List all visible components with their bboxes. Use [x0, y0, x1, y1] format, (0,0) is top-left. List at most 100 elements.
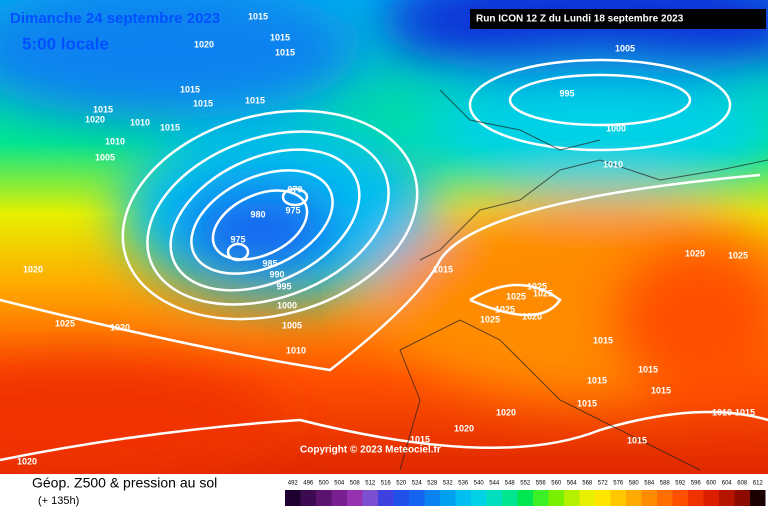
- legend-swatch: [517, 490, 533, 506]
- legend-label: 568: [582, 481, 593, 487]
- isobar-label: 1015: [275, 47, 295, 57]
- legend-label: 572: [598, 481, 609, 487]
- legend-swatch: [378, 490, 394, 506]
- legend-label: 604: [722, 481, 733, 487]
- legend-label: 612: [753, 481, 764, 487]
- legend-label: 532: [443, 481, 454, 487]
- legend-swatch: [502, 490, 518, 506]
- legend-label: 556: [536, 481, 547, 487]
- run: Run ICON 12 Z du Lundi 18 septembre 2023: [476, 14, 684, 25]
- legend-label: 564: [567, 481, 578, 487]
- legend-label: 576: [613, 481, 624, 487]
- legend-swatch: [362, 490, 378, 506]
- legend-label: 548: [505, 481, 516, 487]
- isobar-label: 1020: [17, 456, 37, 466]
- legend-label: 552: [520, 481, 531, 487]
- isobar-label: 1025: [506, 291, 526, 301]
- isobar-label: 1025: [480, 314, 500, 324]
- isobar-label: 1015: [593, 335, 613, 345]
- legend-swatch: [300, 490, 316, 506]
- isobar-label: 1020: [23, 264, 43, 274]
- legend-swatch: [595, 490, 611, 506]
- copyright: Copyright © 2023 Meteociel.fr: [300, 445, 441, 456]
- isobar-label: 995: [276, 281, 291, 291]
- isobar-label: 1020: [85, 114, 105, 124]
- isobar-label: 1020: [110, 322, 130, 332]
- legend-swatch: [672, 490, 688, 506]
- date: Dimanche 24 septembre 2023: [10, 10, 220, 27]
- legend-label: 544: [489, 481, 500, 487]
- isobar-label: 1015: [638, 364, 658, 374]
- isobar-label: 1015: [245, 95, 265, 105]
- isobar-label: 1010: [712, 407, 732, 417]
- isobar-label: 1010: [130, 117, 150, 127]
- legend-swatch: [440, 490, 456, 506]
- legend-swatch: [734, 490, 750, 506]
- isobar-label: 970: [287, 184, 302, 194]
- isobar-label: 1010: [105, 136, 125, 146]
- isobar-label: 1005: [95, 152, 115, 162]
- legend-swatch: [393, 490, 409, 506]
- legend-label: 608: [737, 481, 748, 487]
- isobar-label: 1015: [410, 434, 430, 444]
- legend-label: 540: [474, 481, 485, 487]
- isobar-label: 1015: [651, 385, 671, 395]
- legend-swatch: [316, 490, 332, 506]
- legend-swatch: [703, 490, 719, 506]
- field: [0, 0, 768, 480]
- legend-label: 580: [629, 481, 640, 487]
- legend-swatch: [579, 490, 595, 506]
- isobar-label: 995: [559, 88, 574, 98]
- isobar-label: 1005: [615, 43, 635, 53]
- legend-label: 516: [381, 481, 392, 487]
- legend-swatch: [533, 490, 549, 506]
- isobar-label: 1015: [160, 122, 180, 132]
- legend-label: 520: [396, 481, 407, 487]
- legend-label: 504: [334, 481, 345, 487]
- legend-swatch: [657, 490, 673, 506]
- isobar-label: 1020: [522, 311, 542, 321]
- legend-label: 600: [706, 481, 717, 487]
- legend-label: 508: [350, 481, 361, 487]
- legend: 492 496 500 504 508 512 516 520 524 528 532 536 540 5…: [285, 481, 766, 506]
- legend-swatch: [409, 490, 425, 506]
- run-box: [470, 9, 766, 29]
- isobar-label: 975: [285, 205, 300, 215]
- isobar-label: 1015: [93, 104, 113, 114]
- isobar-label: 1015: [587, 375, 607, 385]
- legend-swatch: [285, 490, 301, 506]
- legend-swatch: [688, 490, 704, 506]
- legend-swatch: [471, 490, 487, 506]
- legend-swatch: [331, 490, 347, 506]
- legend-label: 584: [644, 481, 655, 487]
- isobar-label: 990: [269, 269, 284, 279]
- legend-swatch: [564, 490, 580, 506]
- isobar-label: 1010: [603, 159, 623, 169]
- legend-label: 592: [675, 481, 686, 487]
- isobar-label: 1025: [533, 288, 553, 298]
- isobar-label: 1015: [270, 32, 290, 42]
- legend-swatch: [610, 490, 626, 506]
- legend-label: 588: [660, 481, 671, 487]
- legend-label: 560: [551, 481, 562, 487]
- legend-label: 500: [319, 481, 330, 487]
- isobar-label: 1010: [286, 345, 306, 355]
- isobar-label: 1020: [454, 423, 474, 433]
- isobar-label: 1000: [606, 123, 626, 133]
- isobar-label: 975: [230, 234, 245, 244]
- isobar-label: 1020: [496, 407, 516, 417]
- legend-label: 496: [303, 481, 314, 487]
- isobar-label: 1015: [433, 264, 453, 274]
- isobar-label: 980: [250, 209, 265, 219]
- isobar-label: 985: [262, 258, 277, 268]
- legend-swatch: [424, 490, 440, 506]
- legend-swatch: [641, 490, 657, 506]
- isobar-label: 1025: [495, 304, 515, 314]
- isobar-label: 1015: [180, 84, 200, 94]
- legend-label: 596: [691, 481, 702, 487]
- legend-swatch: [455, 490, 471, 506]
- legend-swatch: [347, 490, 363, 506]
- isobar-label: 1005: [282, 320, 302, 330]
